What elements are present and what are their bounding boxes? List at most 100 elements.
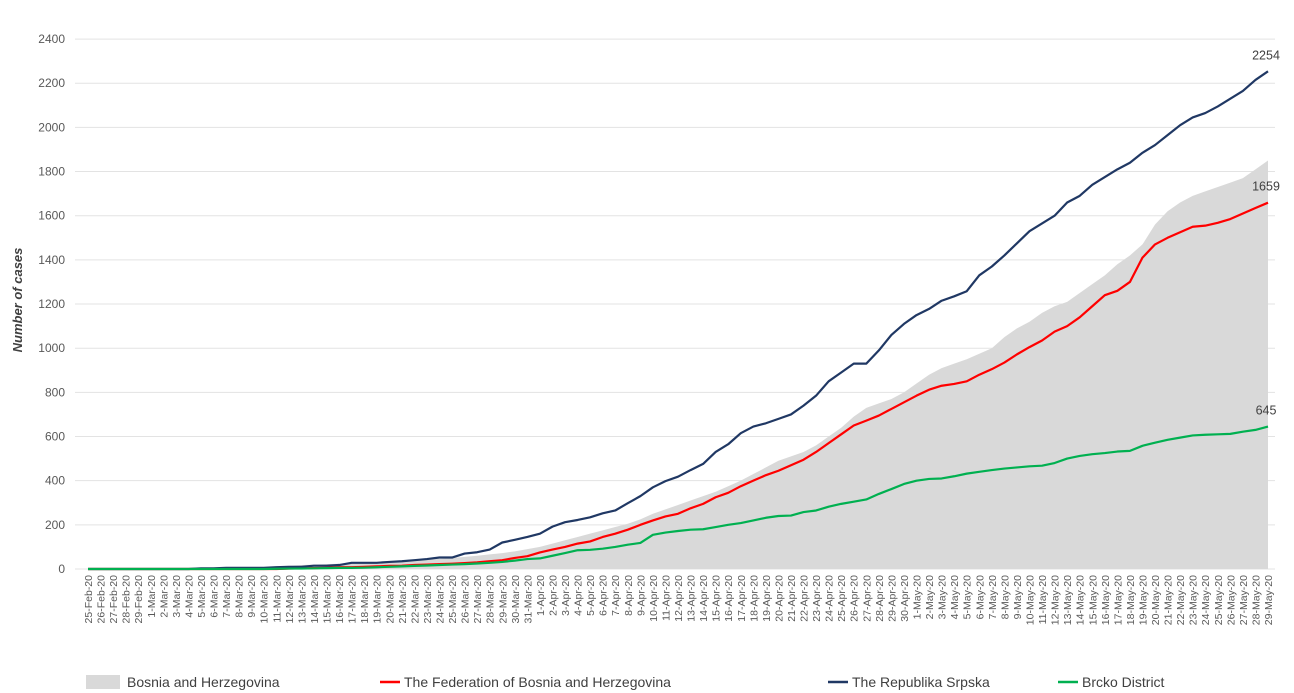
x-tick-label: 20-May-20 [1150,575,1162,625]
x-tick-label: 14-May-20 [1075,575,1087,625]
x-tick-label: 21-Mar-20 [397,575,409,624]
x-tick-label: 5-Mar-20 [196,575,208,618]
x-tick-label: 11-Apr-20 [660,575,672,621]
legend-label: Brcko District [1082,674,1165,690]
x-tick-label: 23-Apr-20 [811,575,823,622]
legend-label: The Federation of Bosnia and Herzegovina [404,674,671,690]
x-tick-label: 27-May-20 [1238,575,1250,625]
data-label: 645 [1256,404,1277,418]
x-tick-label: 29-Apr-20 [886,575,898,622]
x-tick-label: 4-May-20 [949,575,961,620]
legend-label: Bosnia and Herzegovina [127,674,280,690]
x-tick-label: 29-May-20 [1263,575,1275,625]
y-tick-label: 1600 [38,209,65,223]
x-tick-label: 26-May-20 [1225,575,1237,625]
y-tick-label: 2000 [38,120,65,134]
x-tick-label: 23-Mar-20 [422,575,434,624]
x-tick-label: 30-Apr-20 [899,575,911,622]
y-tick-label: 2200 [38,76,65,90]
x-tick-label: 26-Apr-20 [849,575,861,622]
x-tick-label: 1-Apr-20 [535,575,547,616]
y-tick-label: 1400 [38,253,65,267]
x-tick-label: 8-May-20 [999,575,1011,620]
x-tick-label: 16-Apr-20 [723,575,735,622]
x-tick-label: 2-Mar-20 [158,575,170,618]
x-tick-label: 6-Mar-20 [209,575,221,618]
x-tick-label: 14-Apr-20 [698,575,710,622]
line [88,70,1269,571]
x-tick-label: 19-May-20 [1137,575,1149,625]
x-tick-label: 9-Mar-20 [246,575,258,618]
x-tick-label: 10-Apr-20 [648,575,660,622]
x-tick-label: 14-Mar-20 [309,575,321,624]
y-tick-label: 2400 [38,32,65,46]
x-tick-label: 24-May-20 [1200,575,1212,625]
x-tick-label: 6-May-20 [974,575,986,620]
x-tick-label: 25-Feb-20 [83,575,95,624]
x-tick-label: 23-May-20 [1188,575,1200,625]
y-tick-label: 400 [45,474,65,488]
area [88,160,1268,569]
x-tick-label: 9-May-20 [1012,575,1024,620]
x-tick-label: 5-May-20 [962,575,974,620]
x-tick-label: 22-May-20 [1175,575,1187,625]
x-tick-label: 28-May-20 [1250,575,1262,625]
x-tick-label: 31-Mar-20 [522,575,534,624]
x-tick-label: 13-Mar-20 [296,575,308,624]
x-tick-label: 3-Apr-20 [560,575,572,616]
x-tick-label: 29-Feb-20 [133,575,145,624]
x-tick-label: 6-Apr-20 [598,575,610,616]
y-tick-label: 1000 [38,341,65,355]
x-tick-label: 10-Mar-20 [259,575,271,624]
x-tick-label: 15-May-20 [1087,575,1099,625]
x-tick-label: 19-Apr-20 [761,575,773,622]
x-tick-label: 27-Feb-20 [108,575,120,624]
data-label: 2254 [1252,48,1280,62]
x-tick-label: 8-Apr-20 [623,575,635,616]
x-tick-label: 7-May-20 [987,575,999,620]
y-tick-label: 0 [58,562,65,576]
x-tick-label: 10-May-20 [1024,575,1036,625]
x-tick-label: 25-May-20 [1213,575,1225,625]
x-tick-label: 1-May-20 [912,575,924,620]
x-tick-label: 13-May-20 [1062,575,1074,625]
y-tick-label: 1800 [38,165,65,179]
line [88,425,1269,571]
x-tick-label: 2-Apr-20 [547,575,559,616]
x-tick-label: 28-Apr-20 [874,575,886,622]
x-tick-label: 4-Mar-20 [183,575,195,618]
x-tick-label: 24-Mar-20 [434,575,446,624]
x-tick-label: 28-Mar-20 [485,575,497,624]
x-tick-label: 12-Mar-20 [284,575,296,624]
x-tick-label: 11-May-20 [1037,575,1049,625]
x-tick-label: 24-Apr-20 [824,575,836,622]
x-tick-label: 17-Mar-20 [347,575,359,624]
x-tick-label: 20-Apr-20 [773,575,785,622]
x-tick-label: 8-Mar-20 [234,575,246,618]
x-tick-label: 1-Mar-20 [146,575,158,618]
x-tick-label: 12-May-20 [1050,575,1062,625]
x-tick-label: 13-Apr-20 [686,575,698,622]
x-tick-label: 28-Feb-20 [121,575,133,624]
x-tick-label: 18-Mar-20 [359,575,371,624]
x-tick-label: 17-Apr-20 [736,575,748,622]
legend-swatch [86,675,120,689]
x-tick-label: 12-Apr-20 [673,575,685,622]
x-tick-label: 25-Mar-20 [447,575,459,624]
x-tick-label: 26-Mar-20 [460,575,472,624]
x-tick-label: 7-Apr-20 [610,575,622,616]
x-tick-label: 22-Apr-20 [799,575,811,622]
x-tick-label: 25-Apr-20 [836,575,848,622]
legend-label: The Republika Srpska [852,674,990,690]
x-tick-label: 15-Mar-20 [322,575,334,624]
x-tick-label: 27-Apr-20 [861,575,873,622]
y-tick-label: 800 [45,385,65,399]
x-tick-label: 20-Mar-20 [384,575,396,624]
x-tick-label: 18-Apr-20 [748,575,760,622]
x-tick-label: 22-Mar-20 [409,575,421,624]
x-tick-label: 27-Mar-20 [472,575,484,624]
x-tick-label: 21-Apr-20 [786,575,798,622]
x-tick-label: 16-Mar-20 [334,575,346,624]
x-tick-label: 11-Mar-20 [271,575,283,623]
